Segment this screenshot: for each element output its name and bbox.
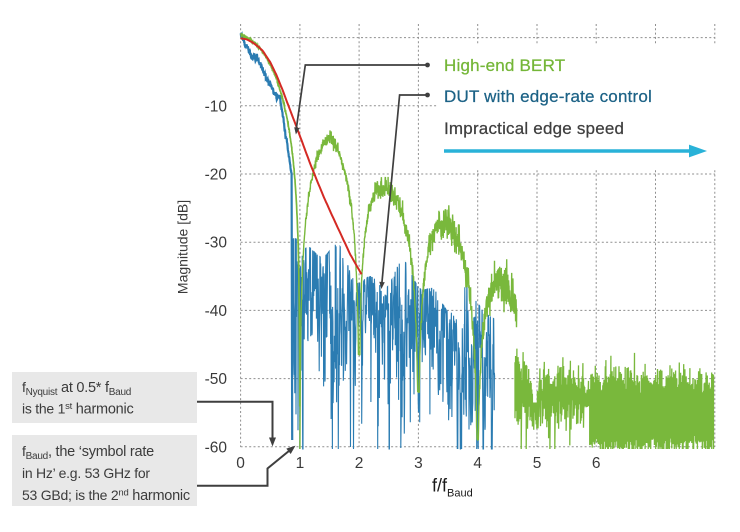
svg-text:-10: -10 — [205, 98, 228, 115]
svg-text:0: 0 — [236, 455, 245, 472]
svg-text:Magnitude [dB]: Magnitude [dB] — [175, 200, 191, 294]
svg-text:-40: -40 — [205, 303, 228, 320]
svg-text:in Hz’ e.g. 53 GHz for: in Hz’ e.g. 53 GHz for — [22, 465, 150, 481]
svg-text:High-end BERT: High-end BERT — [444, 56, 565, 75]
svg-text:fBaud, the ‘symbol rate: fBaud, the ‘symbol rate — [22, 443, 154, 462]
svg-text:53 GBd; is the 2nd harmonic: 53 GBd; is the 2nd harmonic — [22, 487, 190, 504]
svg-text:-50: -50 — [205, 371, 228, 388]
svg-text:2: 2 — [355, 455, 364, 472]
svg-text:-60: -60 — [205, 439, 228, 456]
svg-text:DUT with edge-rate control: DUT with edge-rate control — [444, 87, 652, 106]
svg-text:3: 3 — [414, 455, 423, 472]
svg-text:Impractical edge speed: Impractical edge speed — [444, 119, 624, 138]
svg-text:-20: -20 — [205, 167, 228, 184]
svg-text:1: 1 — [296, 455, 305, 472]
svg-text:4: 4 — [473, 455, 482, 472]
svg-text:is the 1st harmonic: is the 1st harmonic — [22, 401, 133, 418]
svg-text:-30: -30 — [205, 235, 228, 252]
svg-text:6: 6 — [592, 455, 601, 472]
svg-text:5: 5 — [533, 455, 542, 472]
